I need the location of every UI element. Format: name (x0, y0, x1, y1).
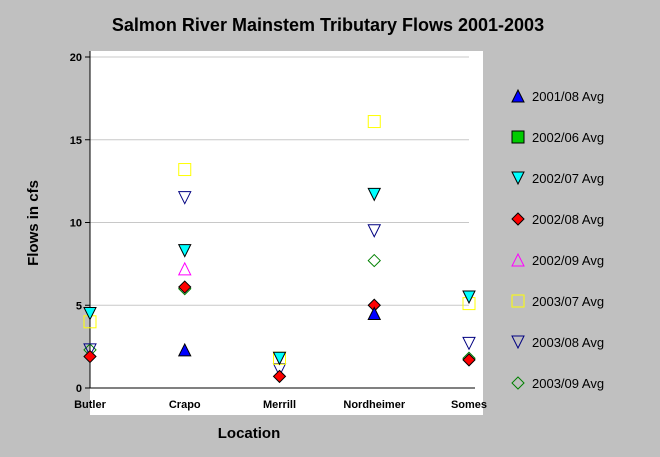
data-point (367, 115, 381, 129)
legend-marker (511, 171, 525, 186)
grid-lines (90, 56, 469, 306)
data-point (367, 306, 382, 321)
plot-area (90, 51, 483, 415)
data-point (83, 307, 97, 321)
data-point (272, 369, 287, 384)
legend-label: 2001/08 Avg (532, 89, 604, 104)
legend-label: 2003/09 Avg (532, 376, 604, 391)
data-point (272, 351, 287, 366)
y-tick-label: 10 (70, 218, 82, 230)
x-tick-label: Butler (74, 399, 107, 411)
legend-marker (511, 252, 525, 267)
x-tick-label: Nordheimer (343, 399, 405, 411)
axes (85, 51, 475, 389)
y-tick-label: 15 (70, 135, 82, 147)
legend: 2001/08 Avg 2002/06 Avg 2002/07 Avg 2002/08… (511, 88, 604, 391)
legend-label: 2002/09 Avg (532, 253, 604, 268)
data-point (367, 224, 382, 238)
data-point (178, 280, 192, 294)
x-tick-label: Merrill (263, 399, 296, 411)
data-points (83, 115, 476, 384)
data-point (178, 163, 192, 177)
legend-label: 2003/07 Avg (532, 294, 604, 309)
legend-label: 2003/08 Avg (532, 335, 604, 350)
data-point (83, 349, 97, 364)
legend-label: 2002/06 Avg (532, 130, 604, 145)
data-point (367, 187, 382, 202)
chart-title: Salmon River Mainstem Tributary Flows 20… (112, 15, 544, 35)
legend-marker (511, 376, 525, 390)
y-tick-label: 0 (76, 383, 82, 395)
data-point (83, 343, 97, 358)
data-point (177, 342, 192, 357)
legend-marker (511, 294, 525, 308)
legend-marker (511, 130, 525, 144)
data-point (177, 244, 192, 258)
data-point (462, 290, 476, 305)
data-point (177, 261, 192, 276)
legend-label: 2002/08 Avg (532, 212, 604, 227)
x-tick-label: Somes (451, 399, 487, 411)
y-axis-label: Flows in cfs (25, 180, 42, 266)
x-tick-label: Crapo (169, 399, 201, 411)
legend-label: 2002/07 Avg (532, 171, 604, 186)
data-point (177, 191, 192, 205)
data-point (462, 336, 476, 351)
legend-marker (511, 212, 525, 226)
x-tick-labels: Butler Crapo Merrill Nordheimer Somes (74, 399, 487, 411)
legend-marker (511, 88, 525, 103)
x-axis-label: Location (218, 425, 281, 442)
legend-marker (511, 335, 525, 350)
data-point (367, 253, 381, 268)
y-tick-labels: 0 5 10 15 20 (70, 52, 82, 395)
y-tick-label: 20 (70, 52, 82, 64)
y-tick-label: 5 (76, 300, 82, 312)
data-point (462, 353, 476, 367)
